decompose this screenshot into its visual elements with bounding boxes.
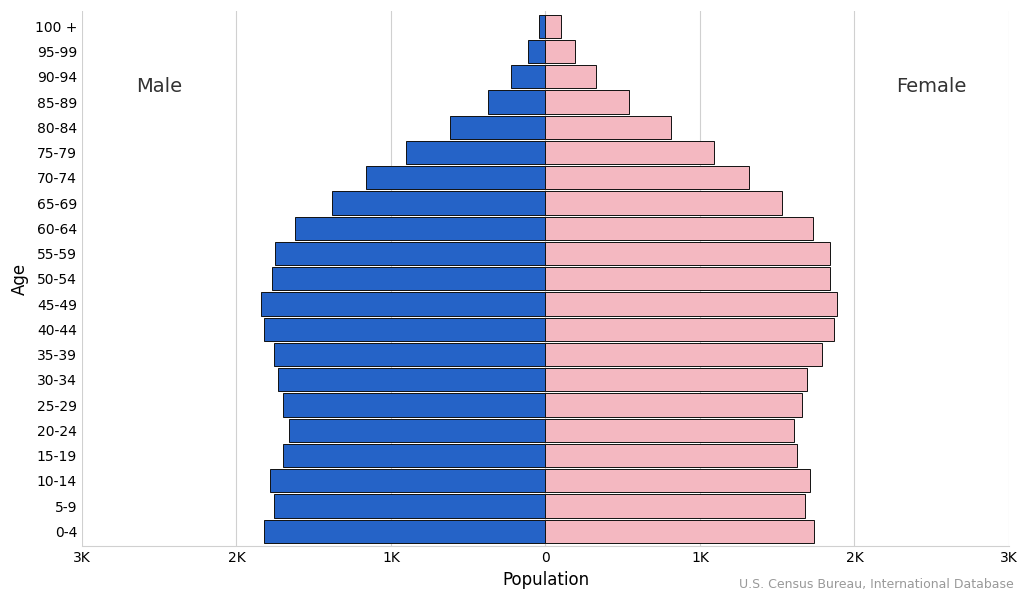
Bar [545,40,575,63]
Y-axis label: Age: Age [11,263,29,295]
Bar [545,116,671,139]
Bar [545,65,597,88]
Bar [406,141,545,164]
Bar [489,91,545,113]
Bar [529,40,545,63]
Bar [264,317,545,341]
Bar [545,141,714,164]
Bar [545,343,822,366]
Bar [545,520,814,543]
Bar [545,14,561,38]
Bar [289,419,545,442]
Bar [295,217,545,240]
Bar [545,419,794,442]
Text: Male: Male [136,77,182,97]
Bar [545,166,749,190]
Bar [450,116,545,139]
Bar [283,444,545,467]
Bar [545,217,813,240]
Bar [274,494,545,518]
Bar [264,520,545,543]
Bar [545,469,810,493]
Bar [278,368,545,391]
Bar [545,91,629,113]
Bar [271,469,545,493]
Bar [545,242,829,265]
Bar [545,394,802,416]
Bar [274,343,545,366]
Bar [332,191,545,215]
Bar [511,65,545,88]
Bar [283,394,545,416]
Bar [545,191,782,215]
Bar [545,444,797,467]
Bar [545,292,838,316]
Text: Female: Female [896,77,967,97]
Bar [366,166,545,190]
X-axis label: Population: Population [502,571,589,589]
Bar [539,14,545,38]
Bar [545,317,835,341]
Bar [545,267,829,290]
Bar [545,368,807,391]
Text: U.S. Census Bureau, International Database: U.S. Census Bureau, International Databa… [739,578,1014,591]
Bar [261,292,545,316]
Bar [275,242,545,265]
Bar [272,267,545,290]
Bar [545,494,805,518]
